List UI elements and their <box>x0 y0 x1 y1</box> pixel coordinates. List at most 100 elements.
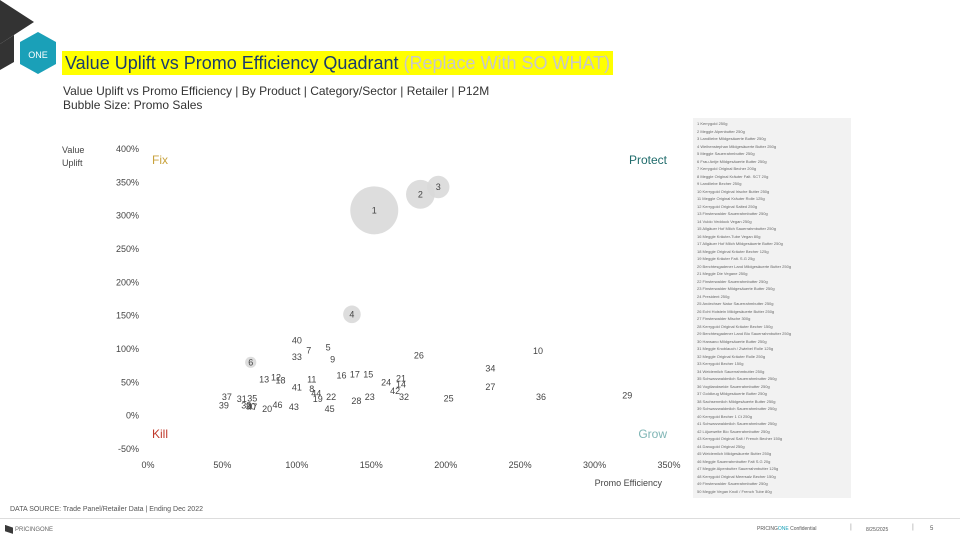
legend-item: 18 Meggle Original Kräuter Becher 125g <box>697 248 769 254</box>
y-tick-label: 200% <box>116 277 139 287</box>
quadrant-chart: 400%350%300%250%200%150%100%50%0%-50%0% 5… <box>62 144 681 488</box>
page-title: Value Uplift vs Promo Efficiency Quadran… <box>62 51 614 75</box>
point-label-47: 47 <box>247 402 257 412</box>
conf-suffix: Confidential <box>788 526 817 532</box>
legend-item: 4 Weihenstephan Mildgesäuerte Butter 250… <box>697 143 777 149</box>
legend-item: 34 Weidemilch Sauerrahmbutter 250g <box>697 368 765 374</box>
bubble-3 <box>427 175 450 199</box>
legend-item: 37 Goldkrug Mildgesäuerte Butter 250g <box>697 391 767 396</box>
legend-item: 47 Meggle Alpenbutter Sauerrahmbutter 12… <box>697 466 779 471</box>
point-label-46: 46 <box>272 400 282 410</box>
corner-logo-icon: ONE <box>0 0 56 74</box>
legend-item: 6 Frau Antje Mildgesäuerte Butter 250g <box>697 158 767 164</box>
legend-item: 29 Berchtesgadener Land Bio Sauerrahmbut… <box>697 331 792 336</box>
point-label-17: 17 <box>350 369 360 379</box>
point-label-40: 40 <box>292 335 302 345</box>
legend-item: 33 Kerrygold Becher 150g <box>697 361 744 366</box>
legend-item: 43 Kerrygold Original Salt / French Bech… <box>697 436 783 441</box>
legend-item: 27 Finsterwalder Mische 300g <box>697 316 751 321</box>
y-tick-label: 350% <box>116 177 139 187</box>
bubble-size-note: Bubble Size: Promo Sales <box>63 98 203 112</box>
point-label-23: 23 <box>365 392 375 402</box>
data-source: DATA SOURCE: Trade Panel/Retailer Data |… <box>10 506 203 513</box>
point-label-15: 15 <box>363 369 373 379</box>
legend-item: 12 Kerrygold Original Salted 250g <box>697 203 758 209</box>
point-label-38: 38 <box>241 401 251 411</box>
point-label-13: 13 <box>259 375 269 385</box>
y-tick-label: 250% <box>116 244 139 254</box>
point-label-3: 3 <box>436 182 441 192</box>
product-legend: 1 Kerrygold 250g 2 Meggle Alpenbutter 250… <box>693 118 851 498</box>
legend-item: 21 Meggle Die Vegane 250g <box>697 271 748 276</box>
point-label-21: 21 <box>396 373 406 383</box>
bubble-1 <box>350 186 399 235</box>
legend-item: 30 Hansano Mildgesäuerte Butter 250g <box>697 338 767 344</box>
y-tick-label: -50% <box>118 444 139 454</box>
point-label-8: 8 <box>309 384 314 394</box>
point-label-4: 4 <box>349 309 354 319</box>
legend-item: 22 Finsterwalder Sauerrahmbutter 250g <box>697 278 768 284</box>
point-label-37: 37 <box>222 392 232 402</box>
legend-item: 8 Meggle Original Kräuter Falt. SCT 20g <box>697 173 769 179</box>
point-label-31: 31 <box>237 394 247 404</box>
quadrant-label-fix: Fix <box>152 153 168 167</box>
legend-item: 46 Meggle Sauerrahmbutter Falt S.G 20g <box>697 458 771 464</box>
legend-item: 23 Finsterwalder Mildgesäuerte Butter 25… <box>697 286 775 291</box>
point-label-35: 35 <box>247 393 257 403</box>
footer-separator: | <box>912 524 914 531</box>
point-label-5: 5 <box>326 343 331 353</box>
title-so-what: (Replace With SO WHAT) <box>398 53 611 73</box>
legend-item: 7 Kerrygold Original Becher 200g <box>697 166 757 171</box>
legend-item: 16 Meggle Kräuter-Tube Vegan 80g <box>697 233 761 239</box>
point-label-16: 16 <box>337 371 347 381</box>
legend-item: 11 Meggle Original Kräuter Rolle 125g <box>697 196 765 201</box>
quadrant-label-protect: Protect <box>629 153 668 167</box>
legend-item: 35 Schwarzwaldmilch Sauerrahmbutter 250g <box>697 376 777 381</box>
point-label-42: 42 <box>390 386 400 396</box>
logo-text: ONE <box>28 50 48 60</box>
point-label-44: 44 <box>311 389 321 399</box>
point-label-36: 36 <box>536 392 546 402</box>
point-label-27: 27 <box>485 382 495 392</box>
point-label-10: 10 <box>533 346 543 356</box>
point-label-20: 20 <box>262 404 272 414</box>
bubble-4 <box>343 305 361 324</box>
point-label-24: 24 <box>381 377 391 387</box>
legend-item: 14 Vuldo Veddock Vegan 250g <box>697 218 752 224</box>
point-label-26: 26 <box>414 351 424 361</box>
x-tick-label: 300% <box>583 460 606 470</box>
y-tick-label: 150% <box>116 311 139 321</box>
legend-item: 15 Allgäuer Hof Milch Sauerrahmbutter 25… <box>697 226 776 231</box>
point-label-12: 12 <box>271 373 281 383</box>
y-tick-label: 300% <box>116 211 139 221</box>
legend-item: 45 Weidemilch Mildgesäuerte Butter 250g <box>697 451 772 456</box>
legend-item: 44 Danugold Original 250g <box>697 443 745 449</box>
x-tick-label: 350% <box>657 460 680 470</box>
point-label-18: 18 <box>275 375 285 385</box>
footer-separator: | <box>850 524 852 531</box>
point-label-43: 43 <box>289 402 299 412</box>
point-label-45: 45 <box>325 404 335 414</box>
point-label-11: 11 <box>307 375 316 385</box>
x-tick-label: 250% <box>509 460 532 470</box>
x-tick-label: 100% <box>285 460 308 470</box>
point-label-14: 14 <box>396 379 406 389</box>
bubble-6 <box>245 356 257 368</box>
legend-item: 25 Andechser Natur Sauerrahmbutter 250g <box>697 301 774 306</box>
legend-item: 50 Meggle Vegan Knoll / French Tube 80g <box>697 488 772 494</box>
point-label-22: 22 <box>326 392 336 402</box>
quadrant-label-kill: Kill <box>152 427 168 441</box>
legend-item: 39 Schwarzwaldmilch Sauerrahmbutter 250g <box>697 406 777 411</box>
point-label-39: 39 <box>219 401 229 411</box>
y-tick-label: 400% <box>116 144 139 154</box>
x-tick-label: 0% <box>141 460 154 470</box>
y-axis-title: Uplift <box>62 158 83 168</box>
point-label-29: 29 <box>622 391 632 401</box>
legend-item: 32 Meggle Original Kräuter Rolle 250g <box>697 353 766 359</box>
legend-item: 41 Schwarzwaldmilch Sauerrahmbutter 250g <box>697 421 777 426</box>
legend-item: 20 Berchtesgadener Land Mildgesäuerte Bu… <box>697 263 792 269</box>
point-label-34: 34 <box>485 363 495 373</box>
legend-item: 5 Meggle Sauerrahmbutter 250g <box>697 151 755 156</box>
legend-item: 17 Allgäuer Hof Milch Mildgesäuerte Butt… <box>697 241 783 246</box>
brand-name: PRICINGONE <box>15 527 54 533</box>
